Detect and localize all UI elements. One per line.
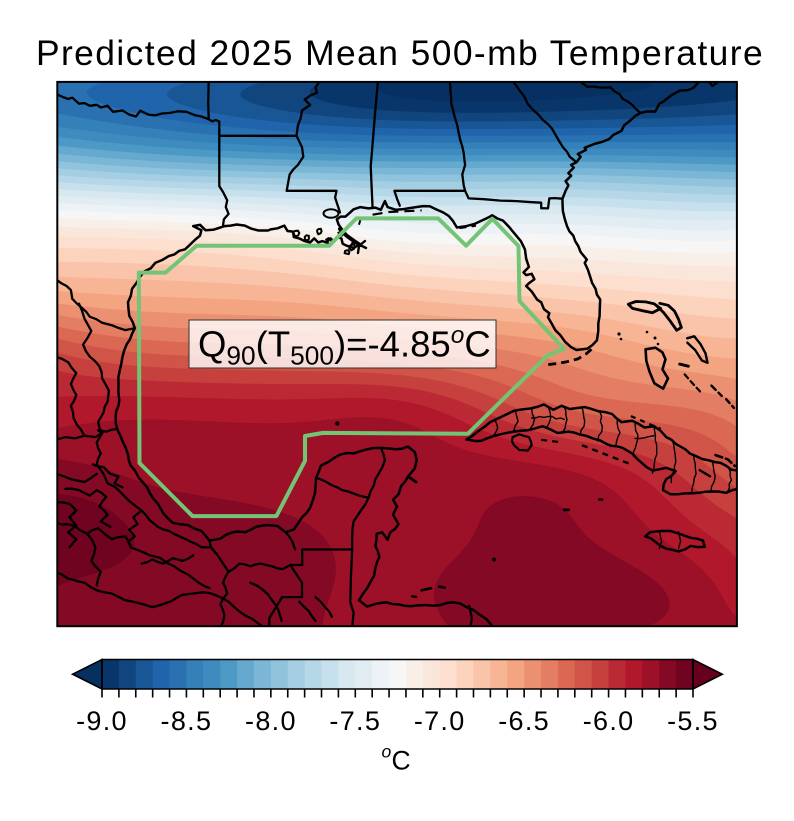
svg-text:-8.5: -8.5 (161, 706, 213, 736)
svg-text:-8.0: -8.0 (245, 706, 297, 736)
svg-text:-6.5: -6.5 (498, 706, 550, 736)
svg-text:-9.0: -9.0 (76, 706, 128, 736)
svg-text:-7.0: -7.0 (414, 706, 466, 736)
svg-text:o: o (382, 742, 392, 762)
svg-text:-7.5: -7.5 (329, 706, 381, 736)
svg-text:Predicted 2025 Mean 500-mb Tem: Predicted 2025 Mean 500-mb Temperature (36, 33, 764, 73)
svg-text:-6.0: -6.0 (583, 706, 635, 736)
svg-text:C: C (392, 746, 411, 776)
svg-text:-5.5: -5.5 (667, 706, 719, 736)
